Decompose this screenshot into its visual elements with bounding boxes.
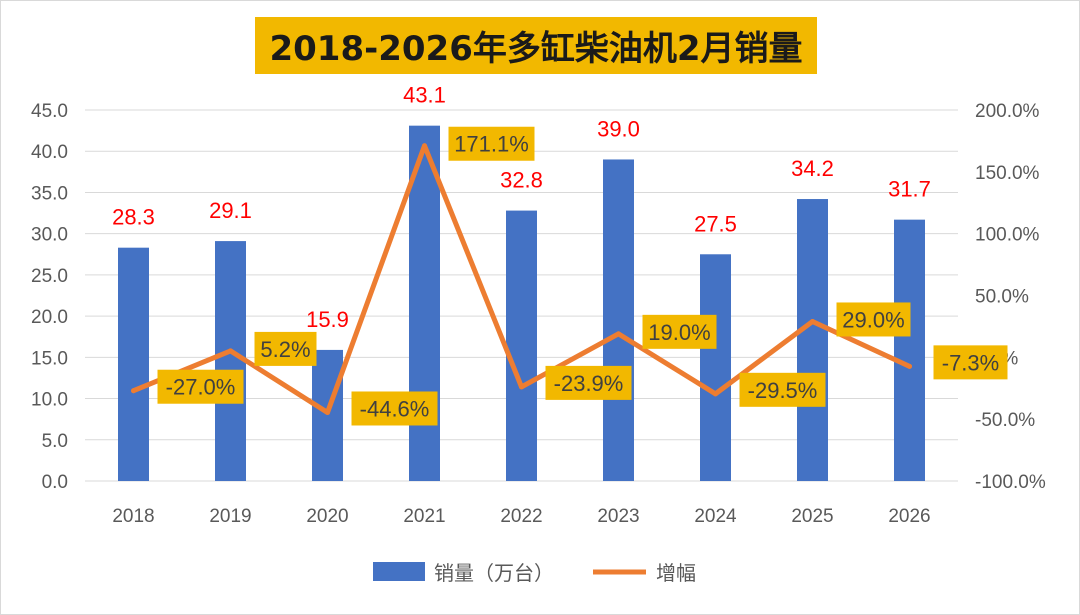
- left-tick-label: 30.0: [31, 225, 68, 246]
- growth-label: -27.0%: [166, 375, 236, 400]
- bar-value-label: 31.7: [888, 177, 931, 202]
- growth-label-box: [448, 126, 535, 161]
- growth-label-box: [642, 314, 717, 349]
- right-tick-label: 150.0%: [975, 163, 1040, 184]
- growth-labels: -27.0% 5.2% -44.6% 171.1% -23.9% 19.0% -29.5% 2…: [157, 126, 1008, 426]
- growth-label-box: [836, 302, 911, 337]
- bar-value-label: 15.9: [306, 307, 349, 332]
- line-series: [131, 143, 912, 415]
- growth-point-2023: [616, 331, 621, 337]
- growth-label: -23.9%: [554, 371, 624, 396]
- bar-value-label: 32.8: [500, 168, 543, 193]
- bar-2020: [312, 349, 343, 481]
- left-tick-label: 20.0: [31, 307, 68, 328]
- bar-value-labels: 28.3 29.1 15.9 43.1 32.8 39.0 27.5 34.2 31.7: [112, 83, 931, 332]
- growth-point-2019: [228, 348, 233, 354]
- bar-value-label: 34.2: [791, 156, 834, 181]
- left-tick-label: 35.0: [31, 183, 68, 204]
- bar-series: [118, 125, 925, 482]
- left-axis-ticks: 0.0 5.0 10.0 15.0 20.0 25.0 30.0 35.0 40.0 45.0: [31, 101, 68, 493]
- left-tick-label: 40.0: [31, 142, 68, 163]
- legend-label-growth: 增幅: [656, 561, 696, 585]
- growth-point-2021: [422, 143, 427, 149]
- bar-2026: [894, 219, 925, 481]
- left-tick-label: 15.0: [31, 348, 68, 369]
- right-axis-ticks: -100.0%-50.0%0.0%50.0%100.0%150.0%200.0%: [975, 101, 1046, 493]
- growth-label: 171.1%: [454, 132, 529, 157]
- right-tick-label: -100.0%: [975, 472, 1046, 493]
- bar-2023: [603, 159, 634, 481]
- growth-point-2026: [907, 363, 912, 369]
- bar-value-label: 29.1: [209, 198, 252, 223]
- x-tick-label: 2022: [500, 506, 542, 527]
- x-tick-label: 2025: [791, 506, 833, 527]
- growth-point-2024: [713, 391, 718, 397]
- bar-2019: [215, 241, 246, 481]
- left-tick-label: 25.0: [31, 266, 68, 287]
- x-tick-label: 2024: [694, 506, 737, 527]
- growth-label-box: [933, 345, 1008, 380]
- x-tick-label: 2020: [306, 506, 348, 527]
- growth-label-box: [351, 391, 438, 426]
- right-tick-label: 50.0%: [975, 287, 1029, 308]
- left-tick-label: 10.0: [31, 390, 68, 411]
- x-tick-label: 2021: [403, 506, 445, 527]
- x-tick-label: 2018: [112, 506, 154, 527]
- growth-label: -7.3%: [942, 350, 999, 375]
- bar-value-label: 27.5: [694, 211, 737, 236]
- chart-title-box: 2018-2026年多缸柴油机2月销量: [255, 17, 817, 74]
- growth-label: 19.0%: [648, 320, 710, 345]
- growth-label-box: [545, 365, 632, 400]
- growth-label-box: [739, 372, 826, 407]
- legend-label-sales: 销量（万台）: [434, 561, 554, 585]
- x-tick-label: 2019: [209, 506, 251, 527]
- bar-value-label: 28.3: [112, 205, 155, 230]
- x-tick-label: 2026: [888, 506, 930, 527]
- bar-2022: [506, 210, 537, 482]
- chart-title: 2018-2026年多缸柴油机2月销量: [269, 29, 803, 69]
- growth-label: 29.0%: [842, 307, 904, 332]
- growth-label: -44.6%: [360, 396, 430, 421]
- right-tick-label: 100.0%: [975, 225, 1040, 246]
- x-axis-ticks: 2018 2019 2020 2021 2022 2023 2024 2025 2026: [112, 506, 930, 527]
- left-tick-label: 5.0: [42, 431, 68, 452]
- right-tick-label: 200.0%: [975, 101, 1040, 122]
- bar-value-label: 39.0: [597, 116, 640, 141]
- left-tick-label: 45.0: [31, 101, 68, 122]
- bar-2025: [797, 199, 828, 482]
- left-tick-label: 0.0: [42, 472, 68, 493]
- bar-2024: [700, 254, 731, 481]
- growth-label-box: [157, 369, 244, 404]
- growth-point-2020: [325, 409, 330, 415]
- growth-point-2018: [131, 388, 136, 394]
- growth-point-2025: [810, 318, 815, 324]
- growth-point-2022: [519, 384, 524, 390]
- growth-label-box: [254, 331, 317, 366]
- bar-2018: [118, 247, 149, 481]
- growth-label: -29.5%: [748, 378, 818, 403]
- bar-value-label: 43.1: [403, 83, 446, 108]
- legend-swatch-sales: [373, 562, 425, 581]
- x-tick-label: 2023: [597, 506, 639, 527]
- growth-label: 5.2%: [260, 337, 310, 362]
- right-tick-label: -50.0%: [975, 410, 1035, 431]
- legend: 销量（万台） 增幅: [373, 561, 696, 585]
